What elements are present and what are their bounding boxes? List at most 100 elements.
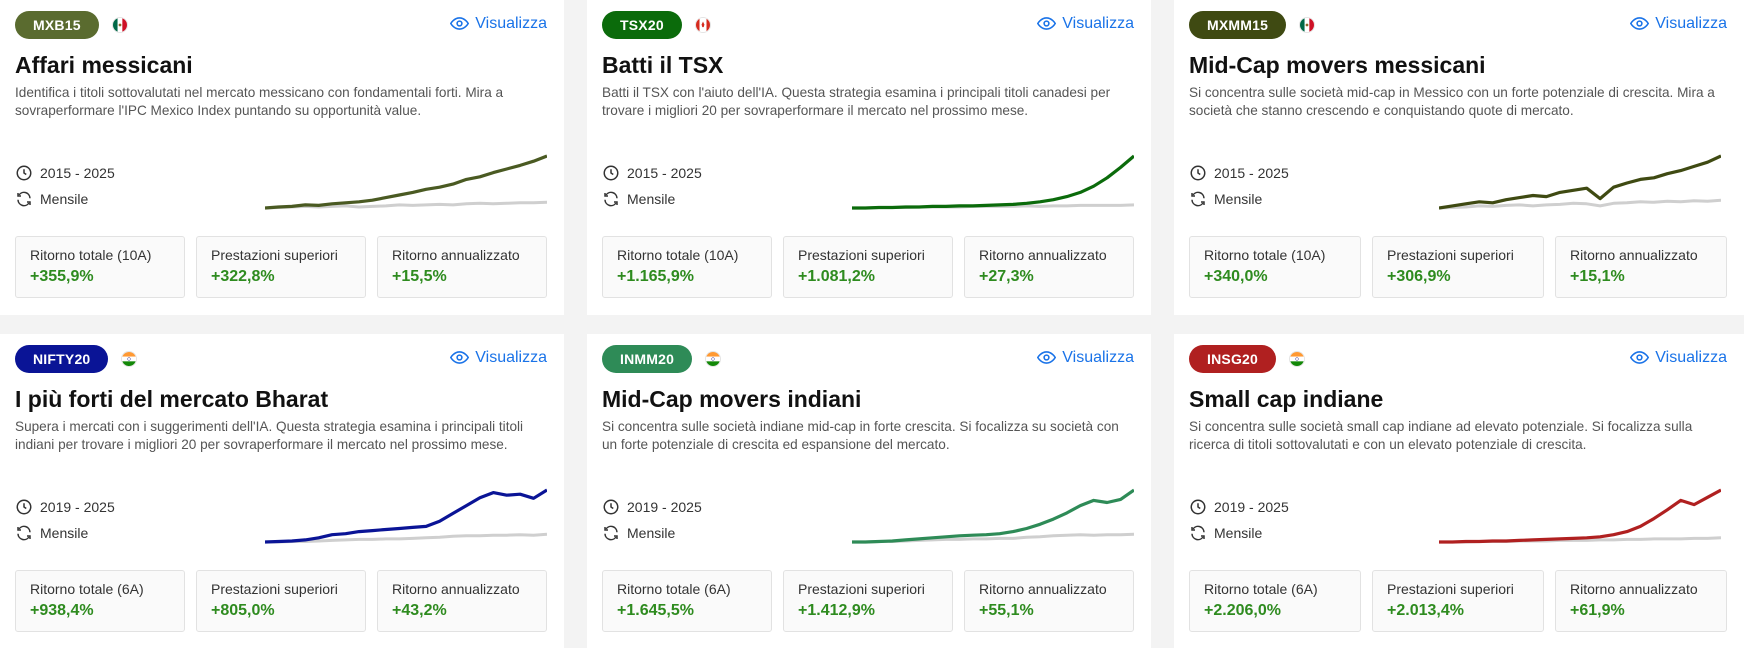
frequency-row: Mensile	[602, 186, 702, 212]
view-label: Visualizza	[475, 348, 547, 366]
canada-flag-icon	[695, 17, 711, 33]
clock-icon	[603, 165, 619, 181]
stats-row: Ritorno totale (10A) +355,9% Prestazioni s…	[15, 236, 547, 298]
refresh-icon	[604, 191, 618, 207]
strategy-description: Si concentra sulle società indiane mid-c…	[602, 419, 1119, 452]
refresh-icon	[17, 525, 31, 541]
strategy-meta: 2015 - 2025 Mensile	[15, 160, 115, 212]
stat-value: +805,0%	[211, 602, 275, 619]
view-label: Visualizza	[1655, 14, 1727, 32]
stat-box: Ritorno totale (6A) +938,4%	[15, 570, 185, 632]
performance-sparkline	[852, 154, 1134, 210]
stat-box: Ritorno annualizzato +43,2%	[377, 570, 547, 632]
stat-value: +1.081,2%	[798, 268, 875, 285]
stat-label: Ritorno totale (10A)	[30, 247, 152, 263]
strategy-card-tsx20[interactable]: TSX20 Visualizza Batti il TSX Batti il T…	[587, 0, 1151, 315]
stat-value: +1.645,5%	[617, 602, 694, 619]
stat-value: +938,4%	[30, 602, 94, 619]
view-label: Visualizza	[1655, 348, 1727, 366]
stat-box: Prestazioni superiori +805,0%	[196, 570, 366, 632]
period-text: 2015 - 2025	[627, 165, 702, 181]
stats-row: Ritorno totale (6A) +2.206,0% Prestazioni …	[1189, 570, 1727, 632]
strategy-card-inmm20[interactable]: INMM20 Visualizza Mid-Cap movers indiani…	[587, 334, 1151, 648]
strategy-meta: 2015 - 2025 Mensile	[602, 160, 702, 212]
view-button[interactable]: Visualizza	[1630, 14, 1727, 33]
strategy-card-insg20[interactable]: INSG20 Visualizza Small cap indiane Si c…	[1174, 334, 1744, 648]
view-button[interactable]: Visualizza	[1630, 348, 1727, 367]
eye-icon	[1037, 17, 1057, 30]
period-text: 2015 - 2025	[1214, 165, 1289, 181]
clock-icon	[1190, 165, 1206, 181]
benchmark-line	[1439, 198, 1721, 210]
strategy-meta: 2015 - 2025 Mensile	[1189, 160, 1289, 212]
performance-sparkline	[265, 488, 547, 544]
stat-label: Prestazioni superiori	[798, 581, 925, 597]
stat-label: Prestazioni superiori	[798, 247, 925, 263]
stat-value: +355,9%	[30, 268, 94, 285]
stat-value: +1.165,9%	[617, 268, 694, 285]
strategy-meta: 2019 - 2025 Mensile	[602, 494, 702, 546]
performance-sparkline	[852, 488, 1134, 544]
stat-value: +306,9%	[1387, 268, 1451, 285]
strategy-meta: 2019 - 2025 Mensile	[15, 494, 115, 546]
view-button[interactable]: Visualizza	[1037, 14, 1134, 33]
card-header: MXMM15 Visualizza	[1189, 10, 1727, 40]
india-flag-icon	[705, 351, 721, 367]
refresh-icon	[1191, 525, 1205, 541]
strategy-badge: INMM20	[602, 345, 693, 373]
strategy-card-mxb15[interactable]: MXB15 Visualizza Affari messicani Identi…	[0, 0, 564, 315]
stat-label: Ritorno annualizzato	[1570, 581, 1698, 597]
strategy-badge: TSX20	[602, 11, 682, 39]
stat-label: Ritorno totale (6A)	[30, 581, 144, 597]
view-button[interactable]: Visualizza	[1037, 348, 1134, 367]
strategy-line	[852, 154, 1134, 210]
strategy-card-mxmm15[interactable]: MXMM15 Visualizza Mid-Cap movers messica…	[1174, 0, 1744, 315]
period-row: 2015 - 2025	[602, 160, 702, 186]
refresh-icon	[604, 525, 618, 541]
stat-value: +43,2%	[392, 602, 447, 619]
mexico-flag-icon	[1299, 17, 1315, 33]
india-flag-icon	[121, 351, 137, 367]
stat-value: +340,0%	[1204, 268, 1268, 285]
stat-box: Prestazioni superiori +1.412,9%	[783, 570, 953, 632]
eye-icon	[1630, 351, 1650, 364]
stats-row: Ritorno totale (6A) +1.645,5% Prestazioni …	[602, 570, 1134, 632]
frequency-row: Mensile	[15, 186, 115, 212]
stat-label: Ritorno annualizzato	[1570, 247, 1698, 263]
view-button[interactable]: Visualizza	[450, 14, 547, 33]
stat-label: Prestazioni superiori	[211, 247, 338, 263]
strategy-card-nifty20[interactable]: NIFTY20 Visualizza I più forti del merca…	[0, 334, 564, 648]
period-text: 2015 - 2025	[40, 165, 115, 181]
period-row: 2019 - 2025	[15, 494, 115, 520]
view-button[interactable]: Visualizza	[450, 348, 547, 367]
strategy-line	[265, 154, 547, 210]
stat-box: Prestazioni superiori +2.013,4%	[1372, 570, 1544, 632]
view-label: Visualizza	[1062, 348, 1134, 366]
clock-icon	[603, 499, 619, 515]
card-header: INMM20 Visualizza	[602, 344, 1134, 374]
clock-icon	[1190, 499, 1206, 515]
stat-box: Ritorno annualizzato +61,9%	[1555, 570, 1727, 632]
period-text: 2019 - 2025	[627, 499, 702, 515]
card-header: TSX20 Visualizza	[602, 10, 1134, 40]
stat-value: +15,5%	[392, 268, 447, 285]
stat-box: Ritorno totale (6A) +2.206,0%	[1189, 570, 1361, 632]
strategy-title: I più forti del mercato Bharat	[15, 386, 329, 412]
stat-label: Prestazioni superiori	[1387, 247, 1514, 263]
frequency-text: Mensile	[627, 191, 676, 207]
strategy-badge: MXB15	[15, 11, 99, 39]
eye-icon	[450, 17, 470, 30]
refresh-icon	[1191, 191, 1205, 207]
strategy-line	[1439, 154, 1721, 210]
view-label: Visualizza	[1062, 14, 1134, 32]
mexico-flag-icon	[112, 17, 128, 33]
stat-value: +55,1%	[979, 602, 1034, 619]
stat-box: Prestazioni superiori +322,8%	[196, 236, 366, 298]
stat-label: Ritorno annualizzato	[979, 581, 1107, 597]
stat-box: Prestazioni superiori +1.081,2%	[783, 236, 953, 298]
stat-label: Ritorno totale (10A)	[617, 247, 739, 263]
strategy-title: Affari messicani	[15, 52, 193, 78]
performance-sparkline	[265, 154, 547, 210]
strategy-line	[265, 488, 547, 544]
